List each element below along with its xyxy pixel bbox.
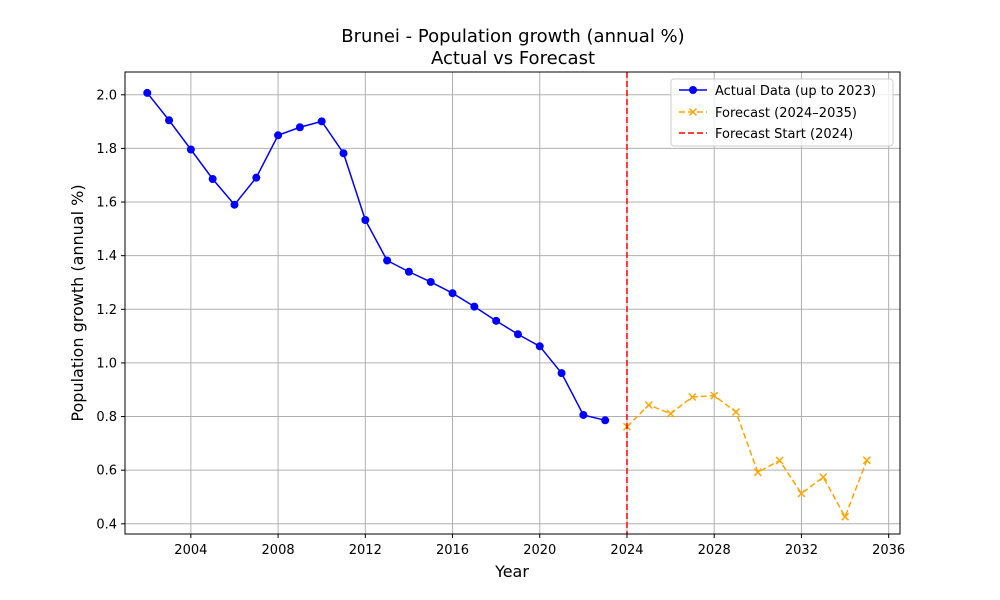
actual-data-point [535, 342, 544, 351]
x-tick-label: 2004 [174, 543, 207, 558]
forecast-data-point [731, 407, 741, 417]
forecast-data-point [644, 400, 653, 410]
actual-data-point [601, 416, 610, 425]
y-tick-label: 1.6 [96, 196, 117, 211]
forecast-marker-stroke [862, 456, 871, 465]
x-tick-label: 2036 [872, 543, 905, 558]
actual-data-point [448, 289, 457, 298]
y-axis-ticks: 0.4 0.6 0.8 1.0 1.2 1.4 1.6 1.8 2.0 [96, 88, 125, 532]
actual-data-point [557, 369, 566, 378]
legend-forecast-label: Forecast (2024–2035) [715, 106, 857, 121]
y-axis-label: Population growth (annual %) [68, 184, 87, 421]
legend-actual-label: Actual Data (up to 2023) [715, 84, 876, 99]
legend: Actual Data (up to 2023) Forecast (2024–… [670, 78, 894, 147]
legend-actual-marker [689, 86, 697, 94]
x-tick-label: 2008 [262, 543, 295, 558]
forecast-data-point [666, 409, 675, 418]
forecast-marker-stroke [753, 468, 762, 477]
actual-data-point [143, 88, 152, 97]
actual-data-point [426, 277, 435, 286]
forecast-marker-stroke [841, 512, 850, 521]
forecast-marker-stroke [775, 456, 784, 465]
forecast-data-point [688, 392, 697, 402]
plot-series [143, 72, 871, 534]
actual-data-point [339, 149, 348, 158]
actual-data-point [230, 200, 239, 209]
y-tick-label: 0.4 [96, 517, 117, 532]
actual-data-point [208, 174, 217, 183]
actual-data-point [295, 123, 304, 132]
grid [125, 72, 900, 534]
actual-data-point [165, 116, 174, 125]
actual-data-point [186, 145, 195, 154]
x-axis-ticks: 2004 2008 2012 2016 2020 2024 2028 2032 2036 [174, 534, 905, 558]
actual-data-point [252, 173, 261, 182]
forecast-data-point [862, 456, 871, 465]
forecast-series-line [626, 394, 868, 519]
chart-subtitle: Actual vs Forecast [431, 48, 595, 69]
x-axis-label: Year [494, 562, 529, 581]
forecast-marker-stroke [731, 407, 741, 417]
y-tick-label: 1.2 [96, 303, 117, 318]
chart-title: Brunei - Population growth (annual %) [341, 26, 684, 47]
actual-series-line [146, 92, 606, 422]
actual-data-point [492, 316, 501, 325]
y-tick-label: 1.8 [96, 142, 117, 157]
actual-data-point [513, 330, 522, 339]
y-tick-label: 0.8 [96, 410, 117, 425]
x-tick-label: 2020 [523, 543, 556, 558]
plot-area-frame [124, 71, 901, 535]
actual-data-point [404, 267, 413, 276]
forecast-marker-stroke [710, 391, 719, 400]
forecast-data-point [710, 391, 719, 400]
forecast-data-point [819, 473, 828, 482]
y-tick-label: 2.0 [96, 88, 117, 103]
actual-data-point [470, 302, 479, 311]
x-tick-label: 2028 [698, 543, 731, 558]
forecast-marker-stroke [819, 473, 828, 482]
actual-data-point [361, 216, 370, 225]
legend-forecast-marker [688, 107, 698, 117]
actual-data-point [317, 117, 326, 126]
actual-data-point [579, 410, 588, 419]
forecast-marker-stroke [644, 400, 653, 410]
legend-box [670, 78, 894, 147]
legend-forecast-start-label: Forecast Start (2024) [715, 127, 853, 142]
actual-data-point [274, 131, 283, 140]
x-tick-label: 2012 [349, 543, 382, 558]
x-tick-label: 2016 [436, 543, 469, 558]
x-tick-label: 2024 [610, 543, 643, 558]
x-tick-label: 2032 [785, 543, 818, 558]
forecast-marker-stroke [797, 489, 806, 498]
forecast-data-point [841, 512, 850, 521]
forecast-marker-stroke [688, 392, 697, 402]
y-tick-label: 1.4 [96, 249, 117, 264]
y-tick-label: 1.0 [96, 356, 117, 371]
forecast-data-point [775, 456, 784, 465]
forecast-data-point [753, 468, 762, 477]
forecast-marker-stroke [666, 409, 675, 418]
forecast-data-point [797, 489, 806, 498]
y-tick-label: 0.6 [96, 464, 117, 479]
actual-data-point [383, 256, 392, 265]
